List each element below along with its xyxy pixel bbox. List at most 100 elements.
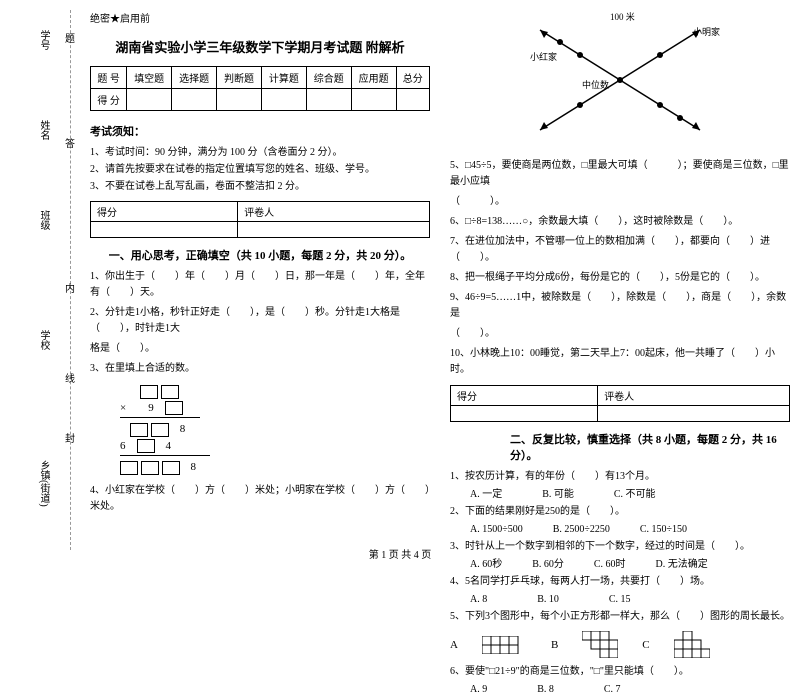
digit: 4 xyxy=(166,440,172,452)
options: A. 一定 B. 可能 C. 不可能 xyxy=(470,487,790,502)
table-row: 题 号 填空题 选择题 判断题 计算题 综合题 应用题 总分 xyxy=(91,67,430,89)
option-label: C xyxy=(642,639,649,651)
table-row: 得分 评卷人 xyxy=(91,202,430,222)
label-studentid: 学号 xyxy=(36,30,51,50)
td xyxy=(396,89,429,111)
vchar: 答 xyxy=(65,135,75,150)
grader-table: 得分 评卷人 xyxy=(90,201,430,238)
question: 7、在进位加法中，不管哪一位上的数相加满（ ），都要向（ ）进（ ）。 xyxy=(450,234,790,266)
label-class: 班级 xyxy=(36,210,51,230)
notice-head: 考试须知： xyxy=(90,123,430,139)
question: 5、□45÷5，要使商是两位数，□里最大可填（ ）；要使商是三位数，□里最小应填 xyxy=(450,158,790,190)
box-icon xyxy=(165,401,183,415)
box-icon xyxy=(161,385,179,399)
td xyxy=(217,89,262,111)
th: 综合题 xyxy=(306,67,351,89)
question: 格是（ ）。 xyxy=(90,341,430,357)
options: A. 8 B. 10 C. 15 xyxy=(470,592,790,607)
option-label: B xyxy=(551,639,558,651)
question: 6、要使"□21÷9"的商是三位数，"□"里只能填（ ）。 xyxy=(450,664,790,680)
rule-line xyxy=(120,417,200,418)
question: （ ）。 xyxy=(450,326,790,342)
diagram-label: 中位数 xyxy=(582,78,609,91)
box-icon xyxy=(140,385,158,399)
shape-a-icon xyxy=(482,636,527,654)
left-column: 绝密★启用前 湖南省实验小学三年级数学下学期月考试题 附解析 题 号 填空题 选… xyxy=(90,10,430,550)
options: A. 1500÷500 B. 2500÷2250 C. 150÷150 xyxy=(470,522,790,537)
label-name: 姓名 xyxy=(36,120,51,140)
shape-c-icon xyxy=(674,631,710,658)
notice-list: 1、考试时间：90 分钟，满分为 100 分（含卷面分 2 分）。 2、请首先按… xyxy=(90,143,430,196)
td xyxy=(238,222,430,238)
th: 总分 xyxy=(396,67,429,89)
grader-table: 得分 评卷人 xyxy=(450,385,790,422)
question: 9、46÷9=5……1中，被除数是（ ），除数是（ ），商是（ ），余数是 xyxy=(450,290,790,322)
diagram-svg xyxy=(520,10,720,150)
shape-options: A B C xyxy=(450,631,790,658)
question: 4、小红家在学校（ ）方（ ）米处；小明家在学校（ ）方（ ）米处。 xyxy=(90,483,430,515)
binding-margin: 学号 姓名 班级 学校 乡镇(街道) xyxy=(8,0,68,565)
digit: 6 xyxy=(120,440,126,452)
option-label: A xyxy=(450,639,458,651)
td xyxy=(351,89,396,111)
options: A. 9 B. 8 C. 7 xyxy=(470,682,790,697)
td: 得分 xyxy=(451,386,598,406)
vchar: 封 xyxy=(65,430,75,445)
td xyxy=(451,406,598,422)
section1-title: 一、用心思考，正确填空（共 10 小题，每题 2 分，共 20 分）。 xyxy=(90,247,430,263)
table-row: 得分 评卷人 xyxy=(451,386,790,406)
page-content: 绝密★启用前 湖南省实验小学三年级数学下学期月考试题 附解析 题 号 填空题 选… xyxy=(90,10,790,550)
td: 评卷人 xyxy=(238,202,430,222)
td xyxy=(172,89,217,111)
question: 10、小林晚上10：00睡觉，第二天早上7：00起床，他一共睡了（ ）小时。 xyxy=(450,346,790,378)
rule-line xyxy=(120,455,210,456)
shape-b-icon xyxy=(582,631,618,658)
td xyxy=(261,89,306,111)
table-row: 得 分 xyxy=(91,89,430,111)
notice-item: 3、不要在试卷上乱写乱画，卷面不整洁扣 2 分。 xyxy=(90,179,430,194)
question: 2、分针走1小格，秒针正好走（ ），是（ ）秒。分针走1大格是（ ），时针走1大 xyxy=(90,305,430,337)
section2-title: 二、反复比较，慎重选择（共 8 小题，每题 2 分，共 16 分）。 xyxy=(450,431,790,463)
question: 3、在里填上合适的数。 xyxy=(90,361,430,377)
question: （ ）。 xyxy=(450,194,790,210)
th: 应用题 xyxy=(351,67,396,89)
right-column: 100 米 小明家 小红家 中位数 5、□45÷5，要使商是两位数，□里最大可填… xyxy=(450,10,790,550)
td xyxy=(91,222,238,238)
score-table: 题 号 填空题 选择题 判断题 计算题 综合题 应用题 总分 得 分 xyxy=(90,66,430,111)
box-icon xyxy=(151,423,169,437)
td: 得分 xyxy=(91,202,238,222)
label-town: 乡镇(街道) xyxy=(36,460,51,507)
th: 选择题 xyxy=(172,67,217,89)
exam-title: 湖南省实验小学三年级数学下学期月考试题 附解析 xyxy=(90,37,430,56)
th: 填空题 xyxy=(127,67,172,89)
table-row xyxy=(91,222,430,238)
direction-diagram: 100 米 小明家 小红家 中位数 xyxy=(520,10,720,150)
box-icon xyxy=(120,461,138,475)
td xyxy=(127,89,172,111)
question: 6、□÷8=138……○，余数最大填（ ），这时被除数是（ ）。 xyxy=(450,214,790,230)
digit: 8 xyxy=(180,423,186,435)
question: 5、下列3个图形中，每个小正方形都一样大，那么（ ）图形的周长最长。 xyxy=(450,609,790,625)
th: 判断题 xyxy=(217,67,262,89)
label-school: 学校 xyxy=(36,330,51,350)
notice-item: 1、考试时间：90 分钟，满分为 100 分（含卷面分 2 分）。 xyxy=(90,145,430,160)
notice-item: 2、请首先按要求在试卷的指定位置填写您的姓名、班级、学号。 xyxy=(90,162,430,177)
multiplication-figure: × 9 8 6 4 8 xyxy=(120,385,430,475)
th: 题 号 xyxy=(91,67,127,89)
confidential-label: 绝密★启用前 xyxy=(90,10,430,25)
digit: 9 xyxy=(148,402,154,414)
diagram-label: 小明家 xyxy=(693,25,720,38)
box-icon xyxy=(162,461,180,475)
table-row xyxy=(451,406,790,422)
diagram-label: 小红家 xyxy=(530,50,557,63)
vchar: 内 xyxy=(65,280,75,295)
td xyxy=(306,89,351,111)
times-sign: × xyxy=(120,402,126,414)
vchar: 题 xyxy=(65,30,75,45)
vchar: 线 xyxy=(65,370,75,385)
question: 4、5名同学打乒乓球，每两人打一场，共要打（ ）场。 xyxy=(450,574,790,590)
question: 2、下面的结果刚好是250的是（ ）。 xyxy=(450,504,790,520)
question: 1、按农历计算，有的年份（ ）有13个月。 xyxy=(450,469,790,485)
box-icon xyxy=(130,423,148,437)
th: 计算题 xyxy=(261,67,306,89)
